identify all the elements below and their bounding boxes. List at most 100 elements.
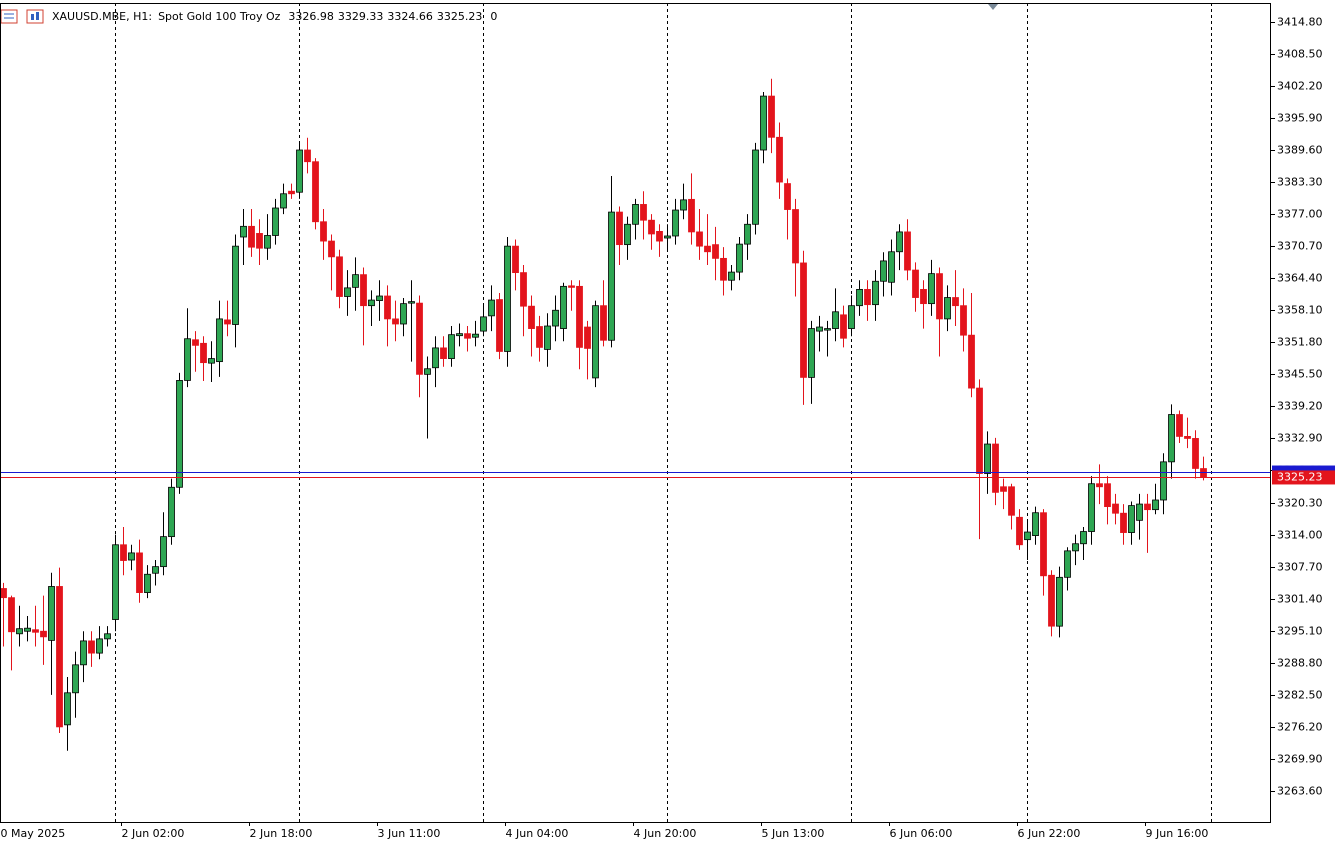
icon-list [0,9,18,24]
candle-body [1032,512,1039,537]
candle-body [608,211,615,341]
x-tick-label: 2 Jun 18:00 [250,827,313,840]
candle-body [696,231,703,247]
candle-body [200,342,207,364]
candle-body [336,256,343,297]
candle-body [992,443,999,493]
candle-body [704,245,711,253]
candle-body [272,207,279,236]
candle-body [144,573,151,593]
candle-body [32,629,39,633]
chart-shift-marker [988,4,998,10]
candle-body [24,627,31,632]
candle-body [1160,461,1167,501]
candle-body [304,149,311,163]
candle-body [1176,414,1183,437]
y-tick-label: 3320.30 [1277,497,1323,510]
candle-body [976,387,983,474]
plot-frame [0,3,1271,823]
candle-body [672,209,679,237]
candle-body [904,231,911,271]
candle-body [568,285,575,288]
candle-body [1088,483,1095,532]
candle-body [592,305,599,379]
candle-body [256,233,263,249]
icon-chart-bar [36,12,39,20]
candle-body [1192,438,1199,469]
header-volume: 0 [490,10,497,23]
candle-body [280,193,287,209]
candle-body [480,316,487,332]
y-tick-label: 3414.80 [1277,16,1323,29]
icon-chart-bar [31,14,34,20]
candle-body [808,328,815,378]
candle-body [120,544,127,561]
y-tick-label: 3332.90 [1277,432,1323,445]
candle-body [184,338,191,381]
candle-body [880,260,887,282]
y-tick-label: 3389.60 [1277,144,1323,157]
symbol: XAUUSD.MBE, H1: [52,10,152,23]
plot-area [0,3,1271,822]
candle-body [320,221,327,242]
candle-body [600,305,607,341]
candle-body [192,339,199,346]
x-tick-label: 9 Jun 16:00 [1146,827,1209,840]
candle-body [680,199,687,211]
candle-body [624,223,631,246]
candle-body [408,301,415,304]
y-tick-label: 3364.40 [1277,272,1323,285]
candle-body [928,273,935,305]
candle-body [1064,550,1071,578]
candle-body [952,297,959,307]
candle-body [848,305,855,329]
candle-body [1184,436,1191,439]
candle-body [240,225,247,238]
candle-body [936,273,943,320]
candle-body [856,288,863,307]
y-tick-label: 3408.50 [1277,48,1323,61]
y-tick-label: 3377.00 [1277,208,1323,221]
y-tick-label: 3282.50 [1277,689,1323,702]
candle-body [224,319,231,325]
candle-body [400,303,407,325]
x-tick-label: 5 Jun 13:00 [762,827,825,840]
x-tick-label: 4 Jun 04:00 [506,827,569,840]
candle-body [472,333,479,338]
candle-body [464,333,471,339]
candle-body [760,95,767,151]
y-tick-label: 3263.60 [1277,785,1323,798]
candle-body [520,272,527,307]
candle-body [312,161,319,223]
candle-body [208,358,215,364]
candle-body [440,347,447,359]
candle-body [632,204,639,225]
candle-body [656,231,663,242]
candle-body [888,251,895,283]
candle-body [456,333,463,337]
candle-body [288,190,295,195]
candle-body [504,245,511,352]
y-tick-label: 3383.30 [1277,176,1323,189]
candle-body [640,204,647,221]
candle-body [944,297,951,320]
candle-body [1136,503,1143,521]
candle-body [136,552,143,593]
bid-label: 3325.23 [1277,470,1323,483]
candle-body [664,235,671,239]
candle-body [48,586,55,641]
candle-body [1112,503,1119,514]
candle-body [560,285,567,329]
candle-body [424,368,431,375]
candle-body [792,209,799,264]
y-tick-label: 3395.90 [1277,112,1323,125]
bid-label-box [1272,470,1335,485]
candle-body [1040,512,1047,577]
candle-body [784,183,791,210]
candle-body [344,287,351,297]
candle-body [1120,512,1127,533]
x-tick-label: 6 Jun 06:00 [890,827,953,840]
candle-body [96,638,103,654]
candle-body [128,552,135,561]
